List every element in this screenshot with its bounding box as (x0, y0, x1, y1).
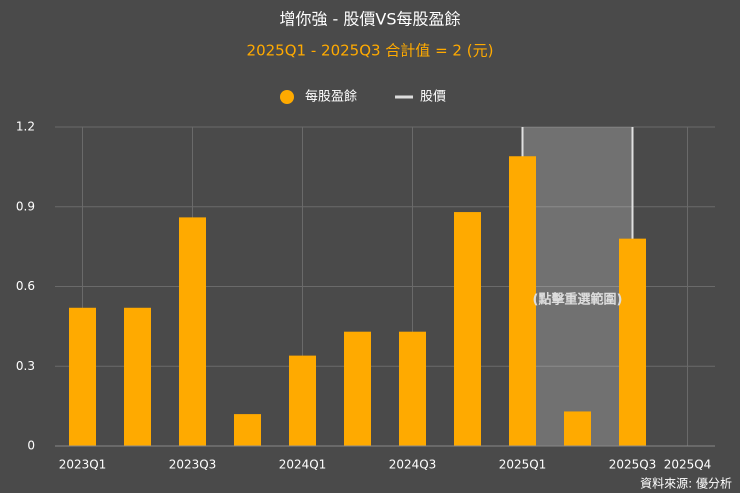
y-tick-label: 0 (27, 439, 35, 453)
highlight-range[interactable] (522, 127, 633, 446)
y-tick-label: 1.2 (16, 120, 35, 134)
x-tick-label: 2023Q3 (169, 458, 217, 472)
bar (289, 355, 316, 446)
bar (399, 331, 426, 446)
y-tick-label: 0.9 (16, 199, 35, 213)
x-tick-label: 2025Q3 (609, 458, 657, 472)
y-tick-label: 0.3 (16, 359, 35, 373)
legend-marker[interactable] (280, 90, 294, 104)
bar (344, 331, 371, 446)
bar (564, 411, 591, 446)
chart-title: 增你強 - 股價VS每股盈餘 (279, 10, 460, 29)
x-tick-label: 2023Q1 (59, 458, 107, 472)
bar (234, 414, 261, 446)
legend-label[interactable]: 股價 (420, 90, 446, 105)
bar (454, 212, 481, 446)
bar (179, 217, 206, 446)
bar (619, 238, 646, 446)
bar (69, 307, 96, 446)
bar (509, 156, 536, 446)
legend-label[interactable]: 每股盈餘 (305, 89, 357, 105)
x-tick-label: 2025Q4 (664, 458, 712, 472)
highlight-label[interactable]: (點擊重選範圍) (533, 292, 623, 308)
chart-subtitle: 2025Q1 - 2025Q3 合計值 = 2 (元) (247, 42, 494, 60)
source: 資料來源: 優分析 (640, 477, 732, 491)
x-tick-label: 2024Q1 (279, 458, 327, 472)
bar (124, 307, 151, 446)
x-tick-label: 2025Q1 (499, 458, 547, 472)
x-tick-label: 2024Q3 (389, 458, 437, 472)
y-tick-label: 0.6 (16, 279, 35, 293)
